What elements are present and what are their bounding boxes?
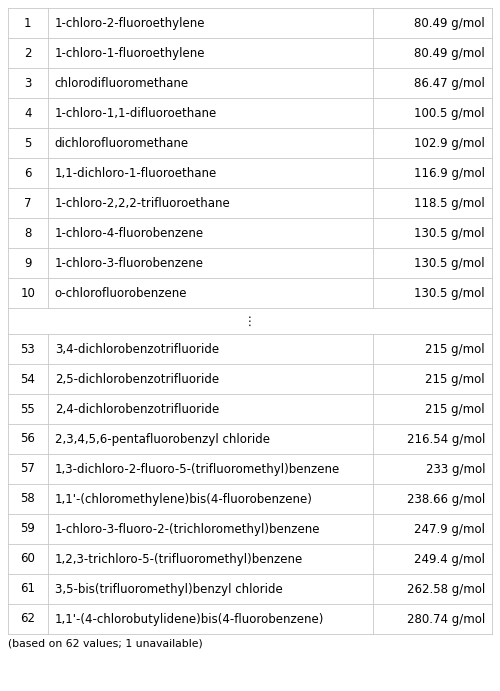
Text: 80.49 g/mol: 80.49 g/mol xyxy=(414,46,485,59)
Text: 59: 59 xyxy=(20,522,36,536)
Text: 60: 60 xyxy=(20,553,36,565)
Text: 5: 5 xyxy=(24,137,32,149)
Text: 3,4-dichlorobenzotrifluoride: 3,4-dichlorobenzotrifluoride xyxy=(54,343,219,355)
Text: 1-chloro-1,1-difluoroethane: 1-chloro-1,1-difluoroethane xyxy=(54,106,217,120)
Text: 215 g/mol: 215 g/mol xyxy=(426,343,485,355)
Text: 100.5 g/mol: 100.5 g/mol xyxy=(414,106,485,120)
Text: 53: 53 xyxy=(20,343,35,355)
Text: 1-chloro-4-fluorobenzene: 1-chloro-4-fluorobenzene xyxy=(54,227,204,240)
Text: 215 g/mol: 215 g/mol xyxy=(426,402,485,415)
Text: 4: 4 xyxy=(24,106,32,120)
Text: 2: 2 xyxy=(24,46,32,59)
Text: 1,1'-(chloromethylene)bis(4-fluorobenzene): 1,1'-(chloromethylene)bis(4-fluorobenzen… xyxy=(54,493,312,506)
Text: 238.66 g/mol: 238.66 g/mol xyxy=(407,493,485,506)
Text: 54: 54 xyxy=(20,372,36,386)
Text: 61: 61 xyxy=(20,583,36,596)
Text: 1-chloro-2,2,2-trifluoroethane: 1-chloro-2,2,2-trifluoroethane xyxy=(54,196,231,209)
Text: 1-chloro-3-fluorobenzene: 1-chloro-3-fluorobenzene xyxy=(54,256,204,269)
Text: chlorodifluoromethane: chlorodifluoromethane xyxy=(54,77,189,90)
Text: 3: 3 xyxy=(24,77,32,90)
Text: 2,5-dichlorobenzotrifluoride: 2,5-dichlorobenzotrifluoride xyxy=(54,372,219,386)
Text: 130.5 g/mol: 130.5 g/mol xyxy=(414,256,485,269)
Text: 1,1'-(4-chlorobutylidene)bis(4-fluorobenzene): 1,1'-(4-chlorobutylidene)bis(4-fluoroben… xyxy=(54,612,324,625)
Text: 86.47 g/mol: 86.47 g/mol xyxy=(414,77,485,90)
Text: 233 g/mol: 233 g/mol xyxy=(426,462,485,475)
Text: 56: 56 xyxy=(20,433,36,446)
Text: 102.9 g/mol: 102.9 g/mol xyxy=(414,137,485,149)
Text: 7: 7 xyxy=(24,196,32,209)
Text: 8: 8 xyxy=(24,227,32,240)
Text: 1,1-dichloro-1-fluoroethane: 1,1-dichloro-1-fluoroethane xyxy=(54,167,217,180)
Text: 62: 62 xyxy=(20,612,36,625)
Text: 1,2,3-trichloro-5-(trifluoromethyl)benzene: 1,2,3-trichloro-5-(trifluoromethyl)benze… xyxy=(54,553,303,565)
Text: 130.5 g/mol: 130.5 g/mol xyxy=(414,287,485,299)
Text: 249.4 g/mol: 249.4 g/mol xyxy=(414,553,485,565)
Text: 262.58 g/mol: 262.58 g/mol xyxy=(407,583,485,596)
Text: o-chlorofluorobenzene: o-chlorofluorobenzene xyxy=(54,287,187,299)
Text: ⋮: ⋮ xyxy=(244,314,256,328)
Text: 10: 10 xyxy=(20,287,36,299)
Text: 2,3,4,5,6-pentafluorobenzyl chloride: 2,3,4,5,6-pentafluorobenzyl chloride xyxy=(54,433,270,446)
Text: 1-chloro-2-fluoroethylene: 1-chloro-2-fluoroethylene xyxy=(54,17,205,30)
Text: 57: 57 xyxy=(20,462,36,475)
Text: 216.54 g/mol: 216.54 g/mol xyxy=(406,433,485,446)
Text: 1: 1 xyxy=(24,17,32,30)
Text: 116.9 g/mol: 116.9 g/mol xyxy=(414,167,485,180)
Text: 247.9 g/mol: 247.9 g/mol xyxy=(414,522,485,536)
Text: 1-chloro-3-fluoro-2-(trichloromethyl)benzene: 1-chloro-3-fluoro-2-(trichloromethyl)ben… xyxy=(54,522,320,536)
Text: 9: 9 xyxy=(24,256,32,269)
Text: dichlorofluoromethane: dichlorofluoromethane xyxy=(54,137,189,149)
Text: 3,5-bis(trifluoromethyl)benzyl chloride: 3,5-bis(trifluoromethyl)benzyl chloride xyxy=(54,583,282,596)
Text: 1,3-dichloro-2-fluoro-5-(trifluoromethyl)benzene: 1,3-dichloro-2-fluoro-5-(trifluoromethyl… xyxy=(54,462,340,475)
Text: 215 g/mol: 215 g/mol xyxy=(426,372,485,386)
Text: 55: 55 xyxy=(20,402,35,415)
Text: 58: 58 xyxy=(20,493,35,506)
Text: 80.49 g/mol: 80.49 g/mol xyxy=(414,17,485,30)
Text: 130.5 g/mol: 130.5 g/mol xyxy=(414,227,485,240)
Text: 2,4-dichlorobenzotrifluoride: 2,4-dichlorobenzotrifluoride xyxy=(54,402,219,415)
Text: 280.74 g/mol: 280.74 g/mol xyxy=(407,612,485,625)
Text: 118.5 g/mol: 118.5 g/mol xyxy=(414,196,485,209)
Text: 6: 6 xyxy=(24,167,32,180)
Text: (based on 62 values; 1 unavailable): (based on 62 values; 1 unavailable) xyxy=(8,638,203,648)
Text: 1-chloro-1-fluoroethylene: 1-chloro-1-fluoroethylene xyxy=(54,46,205,59)
